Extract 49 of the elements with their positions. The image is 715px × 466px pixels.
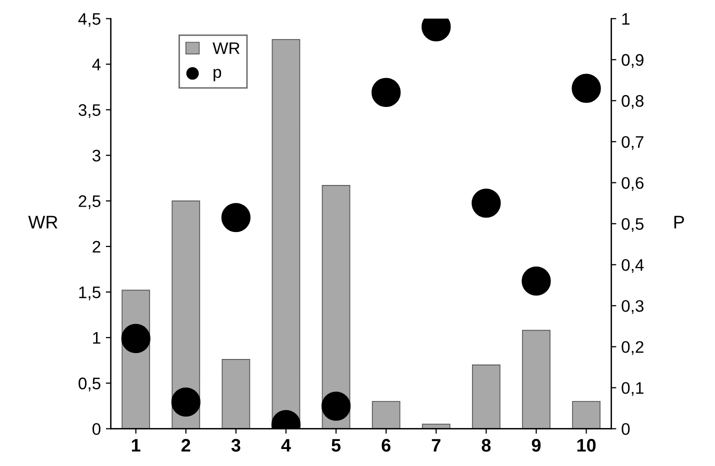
y-tick-label: 0,5 (78, 378, 100, 392)
y-axis-title: WR (28, 216, 58, 228)
y2-tick-label: 0,1 (622, 382, 644, 396)
y2-tick-label: 0,3 (622, 300, 644, 314)
y2-tick-label: 0,2 (622, 341, 644, 355)
y-tick-label: 1 (93, 332, 100, 344)
y-tick-label: 4,5 (78, 13, 100, 27)
y2-tick-label: 0,8 (622, 95, 644, 109)
y-tick-label: 3 (92, 150, 100, 162)
x-tick-label: 5 (332, 439, 341, 452)
point (221, 202, 251, 232)
x-tick-label: 4 (281, 439, 291, 452)
point (321, 392, 351, 421)
point (522, 266, 551, 296)
y2-tick-label: 0 (622, 423, 630, 435)
y2-tick-label: 0,9 (622, 54, 644, 68)
y-tick-label: 3,5 (78, 104, 100, 118)
x-tick-label: 7 (432, 439, 440, 452)
legend-label: WR (212, 42, 240, 54)
y-tick-label: 4 (92, 58, 101, 70)
y-tick-label: 2 (92, 240, 100, 252)
y2-tick-label: 0,5 (622, 218, 644, 232)
bar (572, 400, 600, 429)
y-tick-label: 1,5 (79, 286, 100, 300)
point (121, 324, 150, 354)
y2-tick-label: 0,7 (622, 136, 644, 150)
y-tick-label: 0 (92, 423, 100, 435)
y-tick-label: 2,5 (78, 195, 100, 210)
legend-label: p (214, 68, 222, 82)
bar (372, 400, 400, 429)
y2-axis-title: P (674, 216, 684, 228)
y2-tick-label: 0,6 (622, 177, 644, 191)
bar (472, 364, 500, 429)
x-tick-label: 8 (482, 438, 491, 452)
x-tick-label: 10 (577, 438, 596, 452)
x-tick-label: 3 (231, 438, 240, 452)
bar (222, 359, 250, 429)
x-tick-label: 2 (182, 438, 190, 452)
x-tick-label: 6 (382, 438, 390, 452)
y2-tick-label: 1 (622, 13, 630, 25)
point (472, 188, 501, 218)
bar (422, 424, 450, 429)
bar (522, 330, 550, 429)
y2-tick-label: 0,4 (622, 259, 644, 273)
point (572, 74, 601, 103)
point (171, 387, 200, 417)
x-tick-label: 1 (132, 439, 140, 452)
x-tick-label: 9 (532, 438, 541, 452)
point (372, 78, 401, 108)
